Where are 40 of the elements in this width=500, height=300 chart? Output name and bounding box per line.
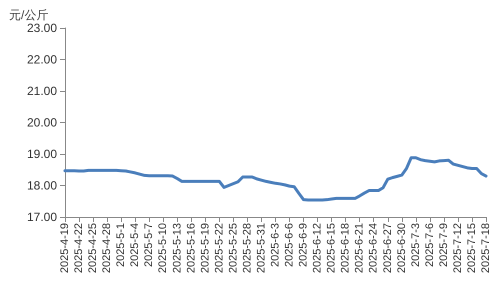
x-tick-label: 2025-5-31 [255, 223, 268, 274]
x-tick-label: 2025-7-9 [438, 223, 450, 268]
x-tick-label: 2025-6-6 [284, 223, 296, 268]
x-tick-label: 2025-7-12 [452, 223, 464, 274]
x-tick-label: 2025-5-25 [227, 223, 240, 274]
x-tick-label: 2025-5-7 [143, 223, 156, 268]
x-tick-label: 2025-6-3 [270, 223, 282, 268]
x-tick-label: 2025-6-15 [326, 223, 338, 274]
x-tick-label: 2025-4-28 [101, 223, 114, 274]
x-tick-label: 2025-6-9 [298, 223, 310, 268]
x-tick-label: 2025-6-27 [382, 223, 394, 274]
x-tick-label: 2025-5-19 [199, 223, 212, 274]
x-tick-label: 2025-4-25 [87, 223, 100, 274]
x-tick-label: 2025-6-12 [312, 223, 324, 274]
x-tick-label: 2025-5-22 [213, 223, 226, 274]
y-tick-label: 23.00 [26, 21, 58, 35]
x-tick-label: 2025-5-1 [115, 223, 128, 268]
x-tick-label: 2025-7-18 [480, 223, 492, 274]
y-tick-label: 22.00 [26, 52, 58, 66]
x-tick-label: 2025-5-4 [129, 223, 142, 268]
x-tick-label: 2025-6-30 [396, 223, 408, 274]
x-tick-label: 2025-5-28 [241, 223, 254, 274]
x-tick-label: 2025-7-15 [466, 223, 478, 274]
x-tick-label: 2025-5-16 [185, 223, 198, 274]
x-tick-label: 2025-6-24 [368, 223, 380, 274]
x-tick-label: 2025-7-3 [410, 223, 422, 268]
y-tick-label: 19.00 [26, 147, 58, 161]
x-tick-label: 2025-6-21 [354, 223, 366, 274]
y-axis-title: 元/公斤 [9, 8, 48, 22]
x-tick-label: 2025-6-18 [340, 223, 352, 274]
line-series [64, 156, 488, 202]
y-tick-label: 18.00 [26, 178, 58, 192]
y-tick-label: 21.00 [26, 84, 58, 98]
y-tick-label: 20.00 [26, 116, 58, 130]
y-tick-label: 17.00 [26, 210, 58, 224]
x-tick-label: 2025-5-10 [157, 223, 170, 274]
x-tick-label: 2025-4-19 [59, 223, 71, 274]
x-tick-label: 2025-4-22 [73, 223, 86, 274]
x-tick-label: 2025-5-13 [171, 223, 184, 274]
x-tick-label: 2025-7-6 [424, 223, 436, 268]
